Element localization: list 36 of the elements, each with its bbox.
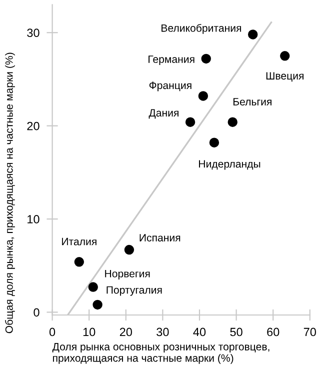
annotation: Норвегия <box>105 270 150 280</box>
point <box>209 138 220 148</box>
point <box>248 30 258 40</box>
point <box>201 54 211 64</box>
annotation: Дания <box>148 109 178 119</box>
point <box>92 300 102 310</box>
annotation: Нидерланды <box>199 160 260 170</box>
point <box>228 117 238 127</box>
x-tick-label: 10 <box>83 328 96 336</box>
annotation: Бельгия <box>233 98 272 106</box>
x-tick-label: 0 <box>49 328 56 336</box>
point <box>185 117 196 127</box>
y-tick-label: 0 <box>34 308 40 317</box>
x-tick-label: 20 <box>120 328 132 336</box>
annotation: Испания <box>140 234 180 242</box>
y-tick-label: 30 <box>27 28 40 38</box>
annotation: Великобритания <box>162 24 242 34</box>
annotation: Франция <box>149 82 192 92</box>
x-tick-label: 60 <box>267 328 280 336</box>
x-tick-label: 40 <box>193 328 206 336</box>
point <box>124 244 134 255</box>
point <box>88 282 98 292</box>
annotation: Италия <box>62 238 96 246</box>
y-axis-title: Общая доля рынка, приходящаяся на частные марки (%) <box>5 52 15 334</box>
annotation: Германия <box>148 56 194 66</box>
y-tick-label: 10 <box>28 215 40 224</box>
x-tick-label: 50 <box>230 328 242 336</box>
annotation: Португалия <box>106 286 162 296</box>
point <box>280 51 290 61</box>
x-tick-label: 30 <box>156 328 169 336</box>
x-tick-label: 70 <box>304 328 316 336</box>
annotation: Швеция <box>266 72 304 82</box>
point <box>74 257 84 267</box>
x-axis-title: Доля рынка основных розничных торговцев, приходящаяся на частные марки (%) <box>52 343 270 364</box>
y-tick-label: 20 <box>27 122 40 130</box>
point <box>198 91 208 101</box>
